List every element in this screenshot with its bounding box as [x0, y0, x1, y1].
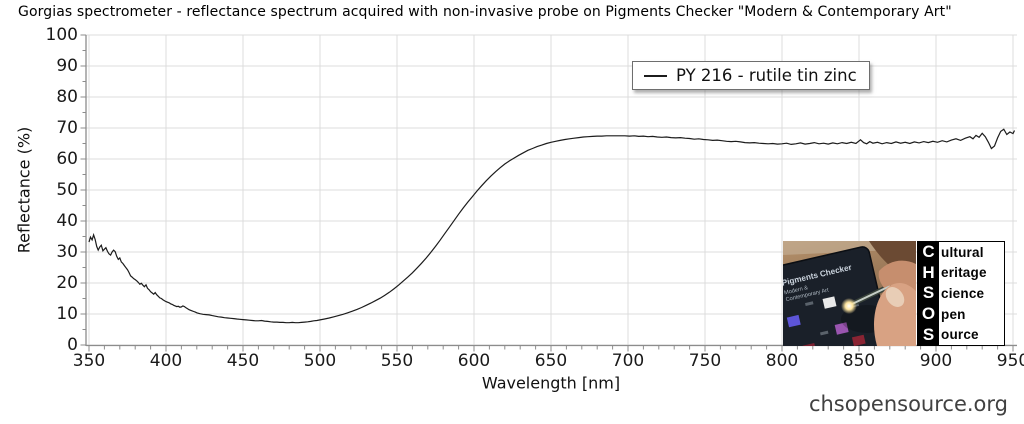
chsos-word: eritage: [941, 265, 987, 281]
swatch-maroon-2: [851, 334, 866, 346]
y-tick-label: 90: [56, 56, 78, 76]
card-label-mark: [820, 330, 829, 336]
chsos-letter: S: [918, 283, 939, 304]
x-tick-label: 500: [303, 351, 337, 371]
pigments-checker-photo: Pigments Checker Modern & Contemporary A…: [783, 241, 916, 346]
legend: PY 216 - rutile tin zinc: [632, 61, 870, 90]
chsos-row: S cience: [918, 283, 1004, 304]
y-tick-label: 30: [56, 242, 78, 262]
chsos-letter: H: [918, 262, 939, 284]
probe-glow: [841, 298, 857, 314]
x-tick-label: 900: [919, 351, 953, 371]
chsos-word: cience: [941, 285, 985, 301]
chsos-logo: C ultural H eritage S cience O pen S our…: [917, 241, 1005, 346]
chsos-letter: O: [918, 303, 939, 325]
y-tick-label: 50: [56, 180, 78, 200]
x-tick-label: 850: [842, 351, 876, 371]
x-tick-label: 550: [380, 351, 414, 371]
swatch-violet: [786, 314, 801, 328]
x-tick-label: 950: [996, 351, 1024, 371]
y-tick-label: 10: [56, 304, 78, 324]
chsos-word: ultural: [941, 244, 984, 260]
pigments-checker-card: Pigments Checker Modern & Contemporary A…: [783, 246, 890, 346]
card-label-mark: [805, 301, 814, 307]
x-tick-label: 750: [688, 351, 722, 371]
x-tick-label: 600: [457, 351, 491, 371]
x-tick-label: 700: [611, 351, 645, 371]
x-tick-label: 350: [72, 351, 106, 371]
swatch-purple: [834, 322, 849, 335]
x-tick-label: 650: [534, 351, 568, 371]
x-axis-title: Wavelength [nm]: [481, 373, 621, 393]
card-subtitle-1: Modern &: [784, 285, 809, 296]
y-tick-label: 20: [56, 273, 78, 293]
fingernail: [885, 287, 905, 307]
reflectance-spectrum-curve: [88, 128, 1016, 324]
y-tick-label: 0: [67, 335, 78, 355]
x-tick-label: 400: [149, 351, 183, 371]
chsos-row: C ultural: [918, 242, 1004, 263]
x-tick-label: 800: [765, 351, 799, 371]
y-tick-label: 100: [45, 25, 78, 45]
website-watermark: chsopensource.org: [808, 392, 1008, 416]
y-tick-label: 40: [56, 211, 78, 231]
chsos-row: O pen: [918, 303, 1004, 325]
chsos-row: H eritage: [918, 262, 1004, 284]
chsos-letter: C: [918, 242, 939, 263]
y-tick-label: 70: [56, 118, 78, 138]
y-tick-label: 80: [56, 87, 78, 107]
chsos-row: S ource: [918, 324, 1004, 345]
x-tick-label: 450: [226, 351, 260, 371]
chart-title: Gorgias spectrometer - reflectance spect…: [18, 4, 952, 20]
y-axis-title: Reflectance (%): [14, 126, 34, 254]
legend-line-sample: [644, 74, 667, 77]
chsos-word: pen: [941, 306, 966, 322]
thumb: [873, 282, 916, 346]
probe-highlight: [849, 285, 891, 306]
legend-series-label: PY 216 - rutile tin zinc: [676, 66, 857, 85]
swatch-white: [822, 296, 837, 309]
chsos-word: ource: [941, 327, 979, 343]
chsos-letter: S: [918, 324, 939, 345]
y-tick-label: 60: [56, 149, 78, 169]
swatch-maroon: [802, 343, 817, 346]
